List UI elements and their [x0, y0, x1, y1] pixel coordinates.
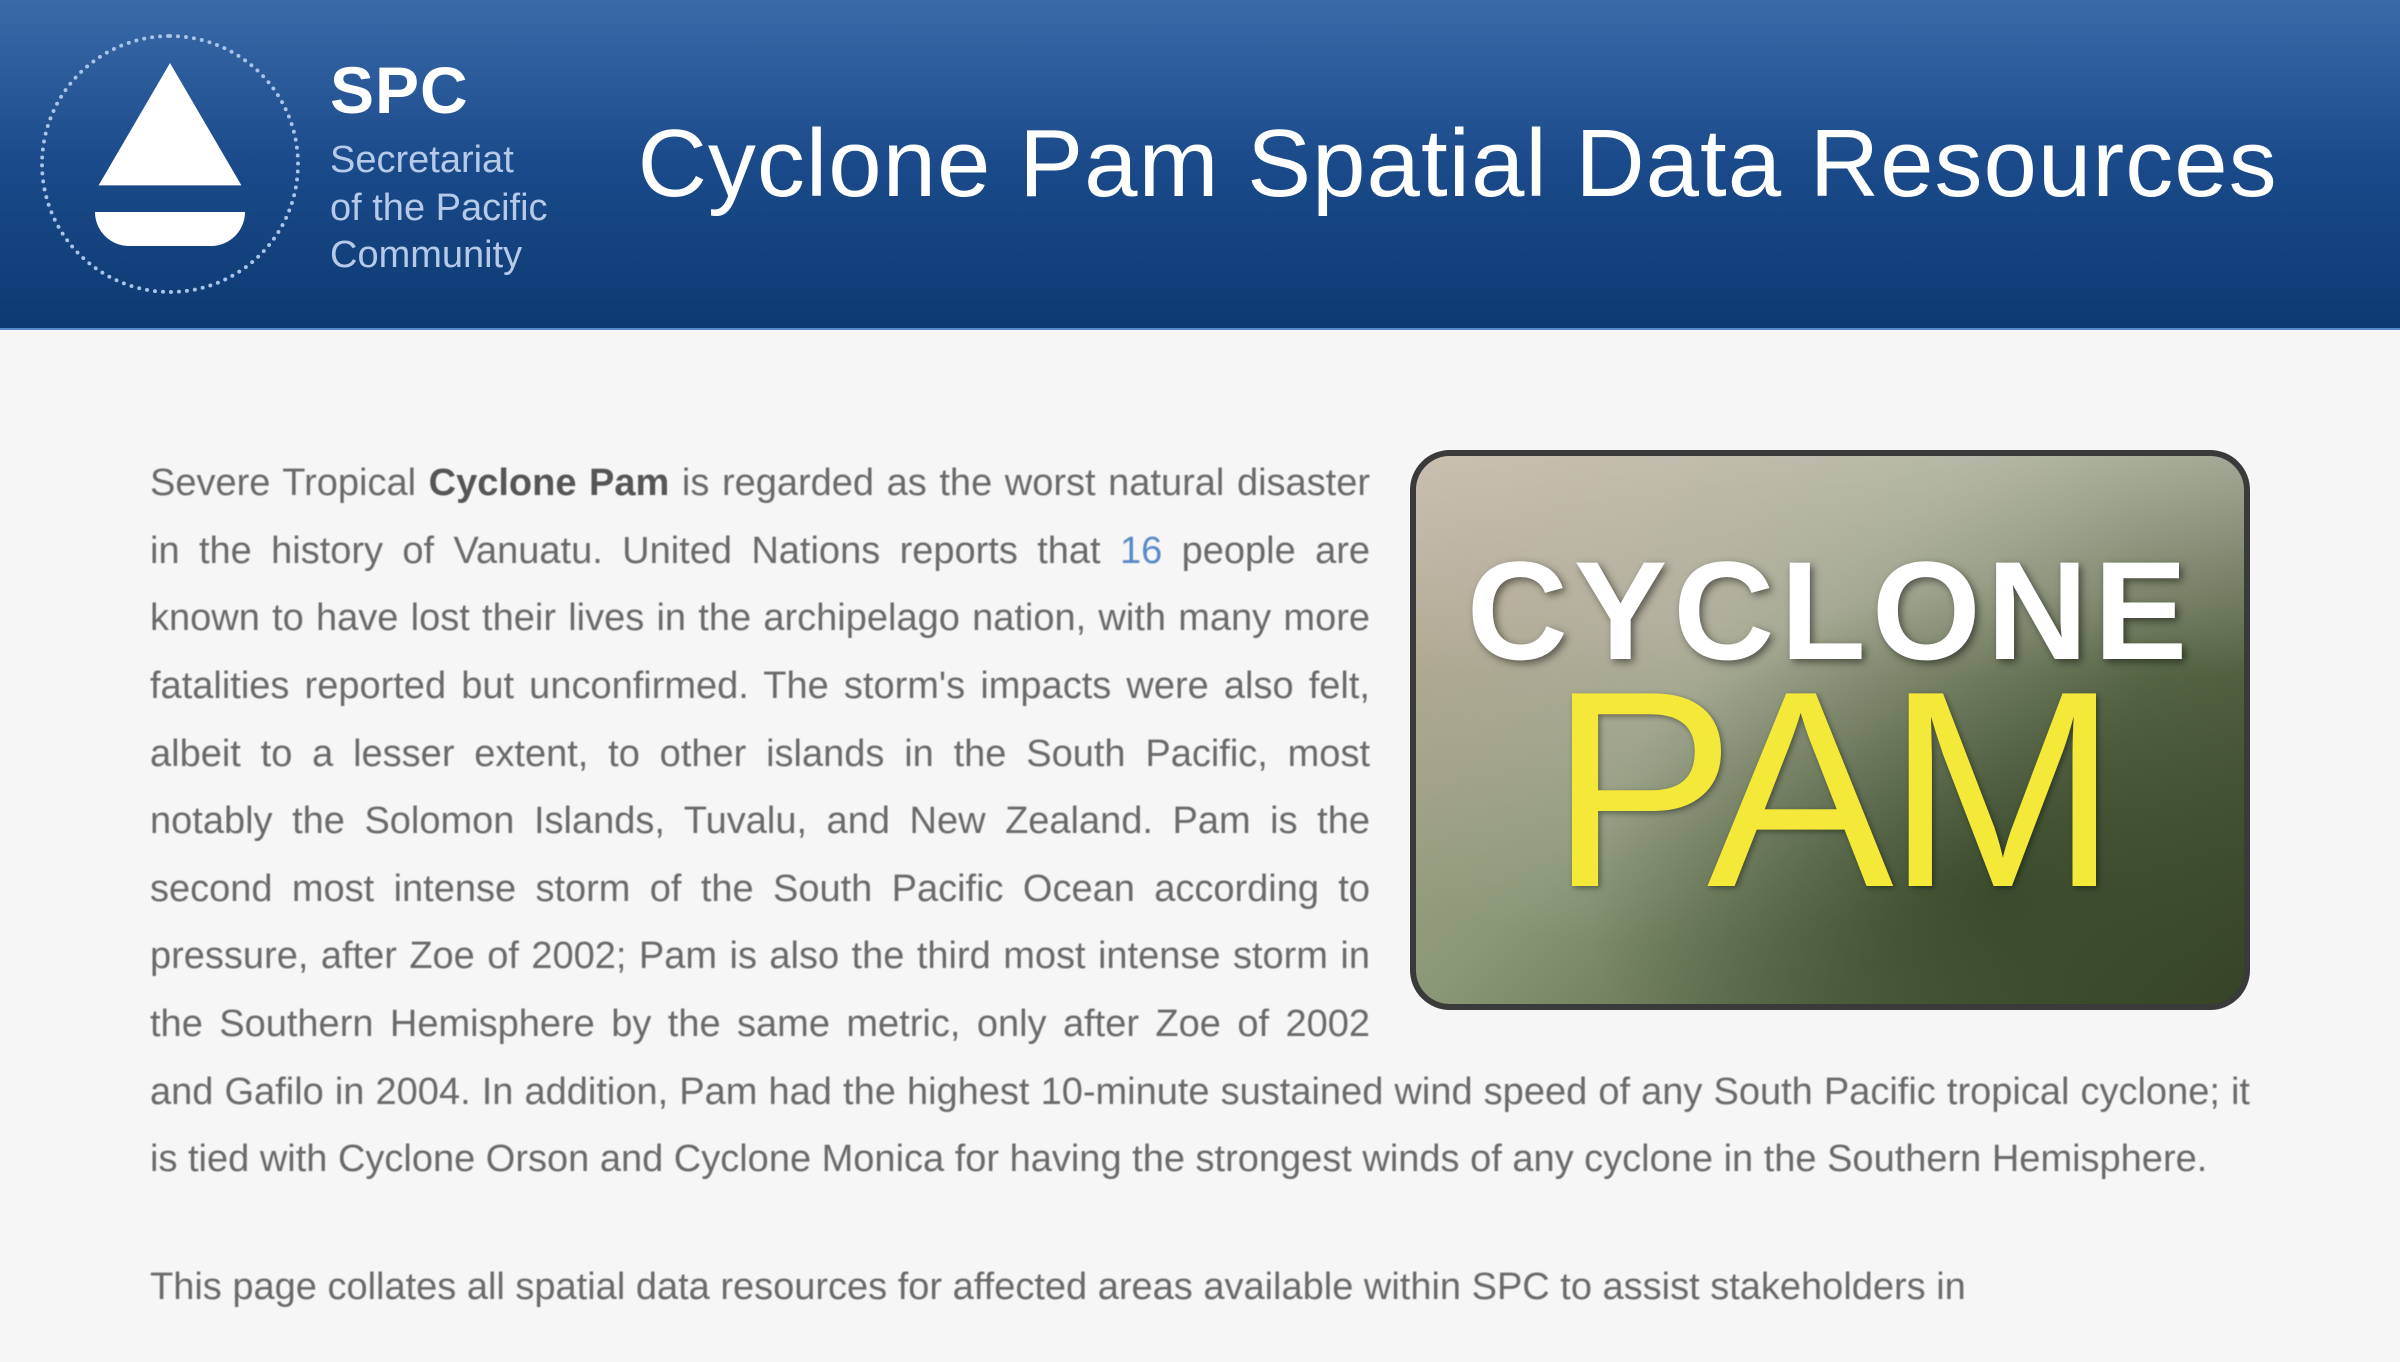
- spc-logo-icon: [40, 34, 300, 294]
- article-body: CYCLONE PAM Severe Tropical Cyclone Pam …: [150, 450, 2250, 1322]
- main-content: CYCLONE PAM Severe Tropical Cyclone Pam …: [0, 330, 2400, 1362]
- casualty-count-link[interactable]: 16: [1120, 530, 1162, 572]
- org-name: SPC Secretariat of the Pacific Community: [330, 49, 548, 280]
- p1-prefix: Severe Tropical: [150, 462, 429, 504]
- page-title: Cyclone Pam Spatial Data Resources: [638, 109, 2278, 219]
- site-header: SPC Secretariat of the Pacific Community…: [0, 0, 2400, 330]
- org-line-3: Community: [330, 232, 548, 280]
- feature-image-text-2: PAM: [1549, 671, 2111, 909]
- paragraph-2: This page collates all spatial data reso…: [150, 1254, 2250, 1322]
- logo-block: SPC Secretariat of the Pacific Community: [40, 34, 548, 294]
- p1-bold: Cyclone Pam: [429, 462, 670, 504]
- org-line-2: of the Pacific: [330, 185, 548, 233]
- org-acronym: SPC: [330, 49, 548, 132]
- org-line-1: Secretariat: [330, 137, 548, 185]
